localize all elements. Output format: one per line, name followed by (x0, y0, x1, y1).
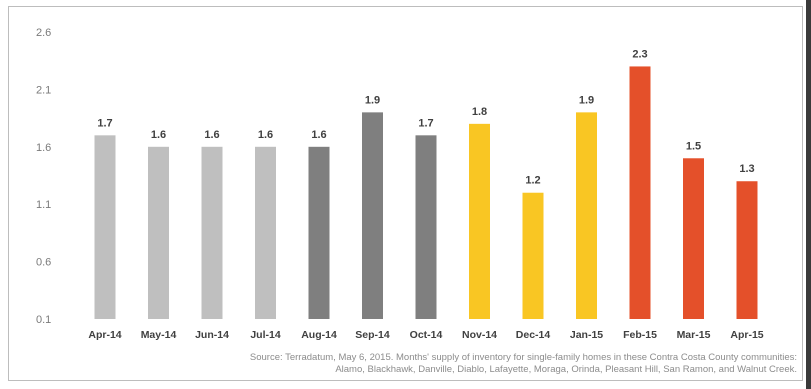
data-label: 1.6 (258, 129, 273, 141)
x-tick-label: Apr-14 (88, 329, 121, 341)
bar (362, 112, 383, 319)
data-label: 2.3 (632, 48, 647, 60)
y-tick-label: 2.6 (36, 27, 51, 39)
data-label: 1.6 (151, 129, 166, 141)
source-line-2: Alamo, Blackhawk, Danville, Diablo, Lafa… (335, 364, 797, 375)
x-tick-label: Jun-14 (195, 329, 229, 341)
bar (148, 146, 169, 319)
data-label: 1.9 (579, 94, 594, 106)
bar (736, 181, 758, 319)
x-tick-label: Feb-15 (623, 329, 657, 341)
data-label: 1.7 (418, 117, 433, 129)
bar (94, 135, 116, 319)
data-label: 1.2 (525, 175, 540, 187)
bar (683, 158, 704, 319)
x-tick-label: Jan-15 (570, 329, 603, 341)
bar (255, 146, 276, 319)
bar (201, 146, 223, 319)
x-tick-label: May-14 (141, 329, 177, 341)
x-tick-label: Dec-14 (516, 329, 551, 341)
data-label: 1.5 (686, 140, 701, 152)
data-label: 1.9 (365, 94, 380, 106)
x-tick-label: Jul-14 (250, 329, 281, 341)
x-tick-label: Aug-14 (301, 329, 337, 341)
source-line-1: Source: Terradatum, May 6, 2015. Months'… (249, 352, 797, 363)
y-tick-label: 1.1 (36, 199, 51, 211)
bar (415, 135, 437, 319)
bar (522, 192, 544, 319)
x-tick-label: Oct-14 (410, 329, 443, 341)
x-tick-label: Nov-14 (462, 329, 497, 341)
bar (576, 112, 597, 319)
data-label: 1.6 (204, 129, 219, 141)
y-tick-label: 0.6 (36, 257, 51, 269)
data-label: 1.8 (472, 106, 487, 118)
data-label: 1.3 (739, 163, 754, 175)
data-label: 1.6 (311, 129, 326, 141)
bar (629, 66, 651, 319)
source-note: Source: Terradatum, May 6, 2015. Months'… (237, 352, 797, 376)
data-label: 1.7 (97, 117, 112, 129)
x-tick-label: Mar-15 (677, 329, 711, 341)
y-tick-label: 2.1 (36, 84, 51, 96)
y-tick-label: 0.1 (36, 314, 51, 326)
y-tick-label: 1.6 (36, 142, 51, 154)
chart-frame (8, 6, 803, 381)
bar (469, 123, 490, 319)
window-edge (806, 0, 811, 389)
bar (308, 146, 330, 319)
x-tick-label: Apr-15 (730, 329, 763, 341)
x-tick-label: Sep-14 (355, 329, 390, 341)
